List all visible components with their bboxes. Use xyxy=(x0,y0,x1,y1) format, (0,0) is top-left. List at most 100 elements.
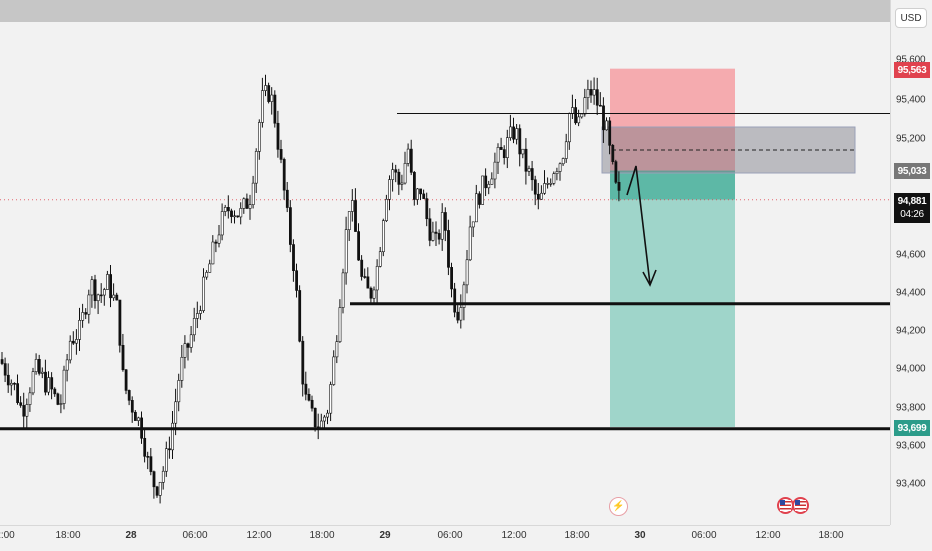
candle-body xyxy=(540,192,543,200)
candle-body xyxy=(267,85,271,102)
candle-body xyxy=(217,234,221,244)
candle-body xyxy=(242,198,246,209)
candle-body xyxy=(121,345,125,371)
candle-body xyxy=(406,148,410,164)
time-axis[interactable] xyxy=(0,525,890,551)
candle-body xyxy=(220,211,224,236)
candle-body xyxy=(214,241,218,244)
candle-body xyxy=(493,161,497,180)
candle-body xyxy=(437,233,441,240)
candle-body xyxy=(338,307,342,342)
candle-body xyxy=(558,163,562,172)
candle-body xyxy=(65,359,69,371)
candle-body xyxy=(428,218,432,241)
last-price-value: 94,881 xyxy=(897,196,927,207)
candle-body xyxy=(285,189,289,208)
candle-body xyxy=(481,175,485,205)
candle-body xyxy=(186,343,190,348)
candle-body xyxy=(487,184,491,189)
candle-body xyxy=(261,90,264,123)
candle-body xyxy=(527,168,531,172)
price-tick: 93,400 xyxy=(896,478,926,490)
candle-body xyxy=(292,244,295,271)
time-label-day: 30 xyxy=(634,530,646,541)
candle-body xyxy=(264,85,268,91)
time-label: 12:00 xyxy=(501,530,527,541)
candle-body xyxy=(50,377,54,390)
candle-body xyxy=(115,294,119,301)
candle-body xyxy=(152,471,156,488)
candle-body xyxy=(564,141,568,159)
candle-body xyxy=(502,149,506,158)
candle-body xyxy=(372,289,376,299)
candle-body xyxy=(93,279,97,302)
candle-body xyxy=(412,172,416,200)
candle-body xyxy=(22,405,26,417)
candle-body xyxy=(505,137,509,158)
candle-body xyxy=(295,270,299,291)
candle-body xyxy=(245,198,249,209)
candle-body xyxy=(574,107,578,124)
candle-body xyxy=(474,193,478,223)
candle-body xyxy=(403,163,407,184)
price-tick: 93,800 xyxy=(896,402,926,414)
candle-body xyxy=(0,359,4,364)
candle-body xyxy=(75,339,78,344)
candle-body xyxy=(96,294,100,302)
lightning-event-icon[interactable]: ⚡ xyxy=(609,497,628,516)
candle-body xyxy=(106,274,109,290)
candle-body xyxy=(605,120,609,131)
candle-body xyxy=(199,310,202,314)
price-axis[interactable] xyxy=(890,0,932,525)
chart-plot-area[interactable] xyxy=(0,22,890,525)
candle-body xyxy=(56,393,60,405)
candle-body xyxy=(189,334,193,348)
candle-body xyxy=(571,107,574,114)
price-tick: 95,400 xyxy=(896,94,926,106)
projection-path xyxy=(626,165,651,285)
price-chart[interactable] xyxy=(0,22,890,525)
candle-body xyxy=(533,179,537,195)
bar-countdown: 04:26 xyxy=(900,209,924,220)
candle-body xyxy=(6,374,10,386)
candle-body xyxy=(165,448,168,472)
candle-body xyxy=(155,486,159,496)
candle-body xyxy=(521,148,525,155)
candle-body xyxy=(447,230,450,268)
candle-body xyxy=(28,392,32,405)
candle-body xyxy=(360,259,364,277)
candle-body xyxy=(146,456,150,458)
candle-body xyxy=(47,377,51,393)
candle-body xyxy=(301,340,305,385)
us-flag-event-icon[interactable] xyxy=(792,497,809,514)
candle-body xyxy=(304,383,308,395)
candle-body xyxy=(462,284,466,308)
candle-body xyxy=(543,183,547,194)
candle-body xyxy=(282,159,286,191)
candle-body xyxy=(552,173,556,184)
candle-body xyxy=(341,272,345,308)
candle-body xyxy=(416,188,419,200)
candle-body xyxy=(586,89,590,98)
price-tick: 94,600 xyxy=(896,249,926,261)
candle-body xyxy=(279,149,283,160)
candle-body xyxy=(546,183,550,185)
last-price-badge: 94,881 04:26 xyxy=(894,193,930,223)
candle-body xyxy=(196,313,199,319)
candle-body xyxy=(174,401,178,424)
candle-body xyxy=(171,422,175,451)
candle-body xyxy=(496,147,500,163)
candle-body xyxy=(595,89,599,106)
candle-body xyxy=(465,259,469,286)
candle-body xyxy=(44,371,47,393)
price-tick: 95,600 xyxy=(896,54,926,66)
projection-arrowhead xyxy=(642,269,657,287)
candle-body xyxy=(270,94,274,102)
currency-button[interactable]: USD xyxy=(895,8,927,28)
candle-body xyxy=(419,188,423,195)
price-tick: 94,200 xyxy=(896,325,926,337)
candle-body xyxy=(434,231,438,234)
candle-body xyxy=(422,193,426,199)
candle-body xyxy=(134,411,137,421)
candle-body xyxy=(515,128,519,140)
